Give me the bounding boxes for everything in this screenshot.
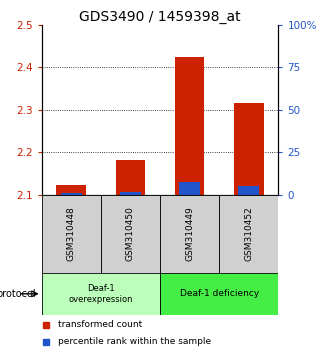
Text: GSM310449: GSM310449 <box>185 206 194 261</box>
Bar <box>42 273 160 315</box>
Bar <box>238 186 259 195</box>
Bar <box>175 57 204 195</box>
Bar <box>234 103 264 195</box>
Bar <box>101 195 160 273</box>
Bar <box>160 273 278 315</box>
Bar <box>120 192 141 195</box>
Bar <box>116 160 145 195</box>
Bar <box>179 182 200 195</box>
Text: transformed count: transformed count <box>58 320 142 330</box>
Title: GDS3490 / 1459398_at: GDS3490 / 1459398_at <box>79 10 241 24</box>
Bar <box>160 195 219 273</box>
Text: GSM310452: GSM310452 <box>244 206 253 261</box>
Bar <box>56 185 86 195</box>
Text: percentile rank within the sample: percentile rank within the sample <box>58 337 211 346</box>
Text: Deaf-1
overexpression: Deaf-1 overexpression <box>68 284 133 303</box>
Text: GSM310450: GSM310450 <box>126 206 135 261</box>
Bar <box>219 195 278 273</box>
Text: GSM310448: GSM310448 <box>67 206 76 261</box>
Text: protocol: protocol <box>0 289 36 299</box>
Bar <box>42 195 101 273</box>
Bar <box>61 193 82 195</box>
Text: Deaf-1 deficiency: Deaf-1 deficiency <box>180 289 259 298</box>
